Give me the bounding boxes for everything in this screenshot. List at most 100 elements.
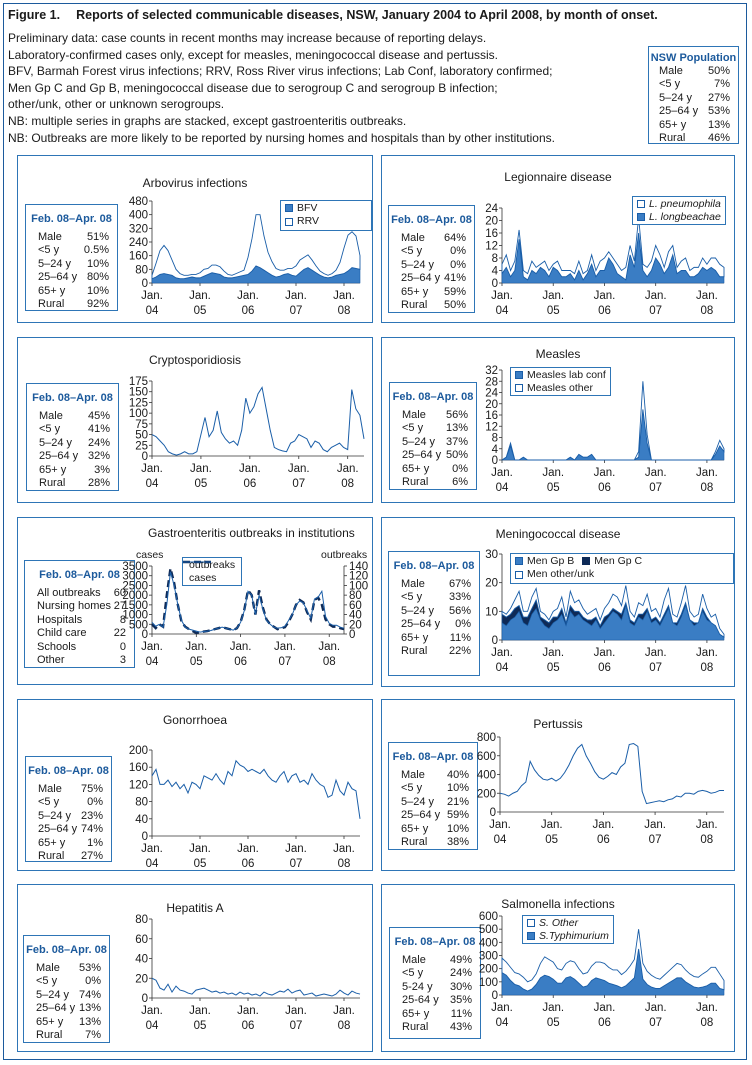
series-area [501,585,725,638]
stats-label: <5 y [402,422,424,435]
stats-label: <5 y [39,423,61,436]
stats-row: 25–64 y 13% [24,1002,109,1015]
series-line [151,977,361,997]
x-tick-label: Jan. 06 [594,647,616,674]
stats-label: Male [38,783,62,795]
y-tick-label: 30 [485,549,498,561]
y2-tick-label: 120 [349,571,368,583]
stats-label: 65+ y [401,285,429,298]
stats-row: All outbreaks 60 [25,587,134,600]
stats-label: 5–24 y [401,258,435,271]
stats-row: 65+ y 11% [390,1008,480,1021]
stats-row: Nursing homes 27 [25,600,134,613]
y-tick-label: 20 [135,973,148,985]
stats-row: <5 y 0% [24,975,109,988]
legend-item: Men other/unk [515,568,594,581]
y-tick-label: 20 [485,216,498,228]
note-line: other/unk, other or unknown serogroups. [8,97,225,112]
y-tick-label: 2500 [122,580,148,592]
stats-row: 5–24 y 23% [26,810,111,823]
y-tick-label: 0 [492,635,498,647]
legend-item: RRV [285,215,319,228]
stats-row: Male 75% [26,783,111,796]
stats-row: 65+ y 1% [26,837,111,850]
stats-label: Rural [38,298,65,311]
y-tick-label: 0 [142,629,148,641]
stats-value: 13% [78,1015,101,1028]
legend-swatch [515,371,523,380]
stats-value: 11% [450,1007,472,1020]
legend-item: S. Other [527,917,609,930]
stats-label: 25–64 y [38,823,78,836]
stats-row: <5 y 41% [27,423,118,436]
x-tick-label: Jan. 08 [333,1005,355,1032]
x-tick-label: Jan. 06 [593,819,615,846]
stats-box: Feb. 08–Apr. 08 Male 45% <5 y 41% 5–24 y 24% 25… [26,383,119,491]
right-axis-label: outbreaks [321,549,368,561]
stats-row: 65+ y 10% [389,823,477,836]
stats-value: 60 [113,587,126,599]
stats-row: Male 40% [389,769,477,782]
stats-label: Child care [37,627,87,640]
stats-row: 25-64 y 35% [390,994,480,1007]
stats-row: 25–64 y 50% [390,449,476,462]
y-tick-label: 28 [485,376,498,388]
y-tick-label: 2000 [122,590,148,602]
stats-label: Nursing homes [37,600,111,613]
legend-swatch [515,383,523,392]
chart-legend: BFV RRV [280,200,372,231]
stats-value: 35% [449,994,472,1007]
legend-label: Measles lab conf [527,369,606,381]
stats-row: 5–24 y 24% [27,437,118,450]
legend-item: S.Typhimurium [527,930,609,943]
stats-label: 65+ y [38,284,66,297]
stats-row: <5 y 0% [389,245,474,258]
stats-value: 67% [448,578,471,590]
series-line [151,759,361,819]
y-tick-label: 200 [479,964,498,976]
y2-tick-label: 80 [349,590,362,602]
legend-item: Measles lab conf [515,369,606,382]
stats-value: 13% [445,422,468,435]
stats-value: 53% [78,962,101,974]
note-line: Laboratory-confirmed cases only, except … [8,47,499,62]
stats-row: Other 3 [25,654,134,667]
y-tick-label: 0 [492,455,498,467]
x-tick-label: Jan. 05 [541,819,563,846]
stats-label: 25–64 y [38,271,78,284]
legend-label: Men Gp B [527,555,575,567]
y-tick-label: 600 [477,751,496,763]
panel-title: Meningococcal disease [495,527,621,541]
stats-box: Feb. 08–Apr. 08 Male 64% <5 y 0% 5–24 y 0% 25–6… [388,205,475,313]
stats-value: 0% [452,462,468,475]
stats-row: Child care 22 [25,627,134,640]
stats-value: 59% [446,809,469,822]
y-tick-label: 20 [485,399,498,411]
series-area [151,265,361,284]
y2-tick-label: 140 [349,561,368,573]
stats-row: 25–64 y 59% [389,809,477,822]
y-tick-label: 8 [492,433,498,445]
stats-label: 5–24 y [402,435,436,448]
x-tick-label: Jan. 05 [542,1002,564,1029]
y-tick-label: 600 [479,911,498,923]
y-tick-label: 16 [485,228,498,240]
stats-label: 5–24 y [39,436,73,449]
legend-swatch [637,212,645,221]
y-tick-label: 24 [485,388,498,400]
stats-label: 25-64 y [402,994,439,1007]
stats-header: Feb. 08–Apr. 08 [391,214,472,226]
stats-label: Rural [401,645,428,658]
stats-value: 24% [87,436,110,449]
stats-row: <5 y 13% [390,422,476,435]
stats-header: Feb. 08–Apr. 08 [393,560,475,572]
x-tick-label: Jan. 07 [645,467,667,494]
stats-value: 56% [445,409,468,421]
x-tick-label: Jan. 06 [237,1005,259,1032]
chart-panel: Meningococcal disease Feb. 08–Apr. 08 Male… [381,517,735,687]
stats-header: Feb. 08–Apr. 08 [28,765,109,777]
y-tick-label: 80 [135,264,148,276]
stats-label: 65+ y [36,1015,64,1028]
figure-caption: Reports of selected communicable disease… [76,8,658,22]
